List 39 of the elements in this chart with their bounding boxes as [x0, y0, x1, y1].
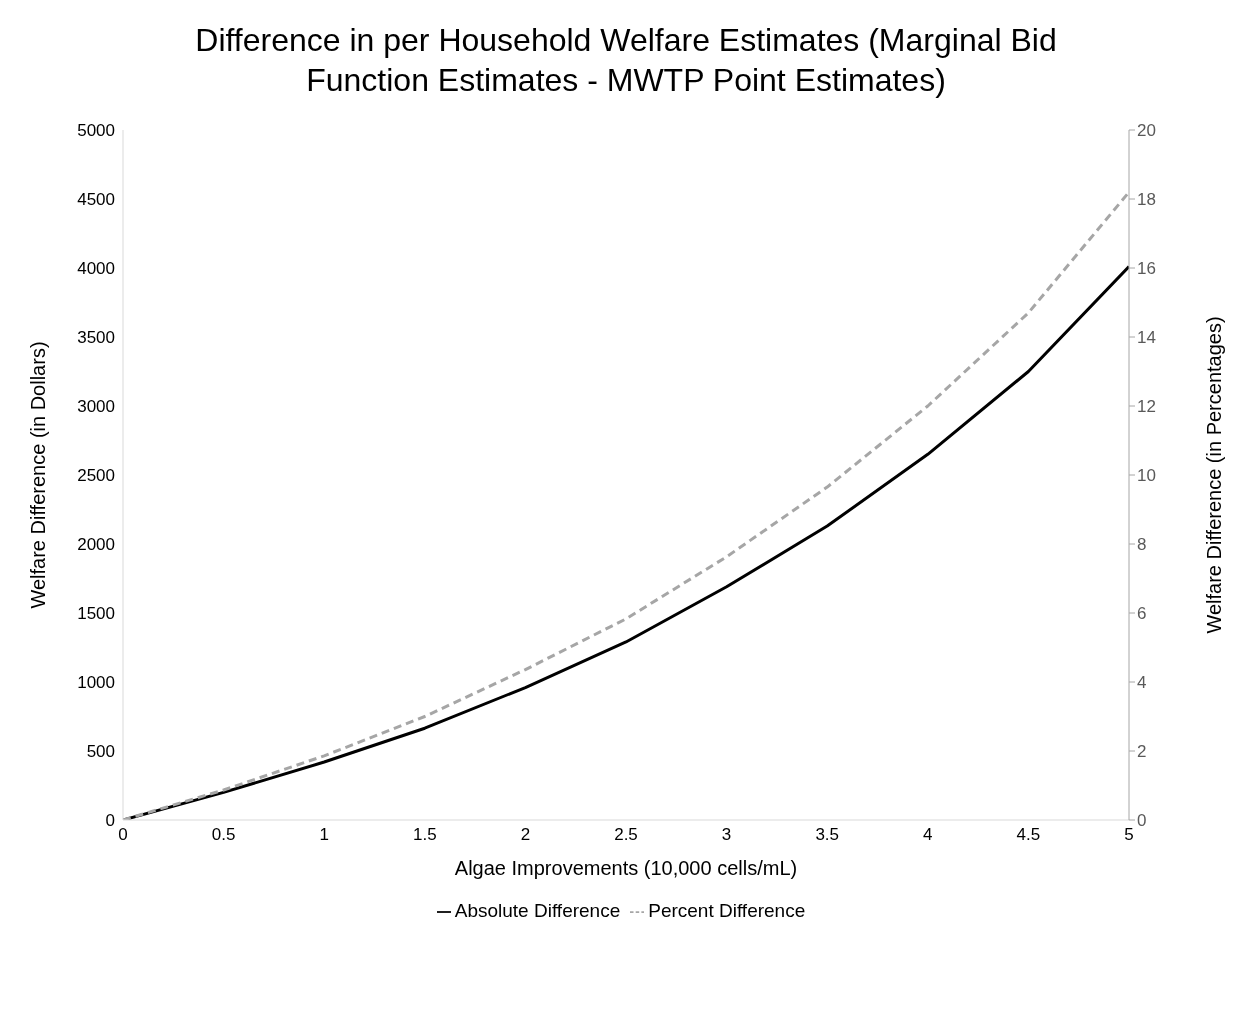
y-tick-label: 3500 [77, 328, 115, 348]
y2-tick-label: 8 [1137, 535, 1147, 555]
x-axis-title: Algae Improvements (10,000 cells/mL) [454, 857, 798, 879]
y2-tick-label: 12 [1137, 397, 1156, 417]
y2-tick-label: 16 [1137, 259, 1156, 279]
x-tick-label: 0 [118, 825, 128, 845]
y-tick-label: 2000 [77, 535, 115, 555]
x-tick-label: 3 [721, 825, 732, 845]
y-tick-label: 4000 [77, 259, 115, 279]
y-tick-label: 3000 [77, 397, 115, 417]
x-tick-label: 0.5 [211, 825, 236, 845]
x-tick-label: 1 [319, 825, 329, 845]
y2-axis-title: Welfare Difference (in Percentages) [1203, 316, 1226, 634]
y2-tick-label: 4 [1137, 673, 1147, 693]
y2-tick-label: 18 [1137, 190, 1156, 210]
y2-tick-label: 20 [1137, 121, 1156, 141]
y2-tick-label: 10 [1137, 466, 1156, 486]
legend-label: Absolute Difference [454, 900, 621, 921]
y-tick-label: 1000 [77, 673, 115, 693]
x-tick-label: 2.5 [614, 825, 638, 845]
y-tick-label: 2500 [77, 466, 115, 486]
y-tick-label: 4500 [77, 190, 115, 210]
y-tick-label: 500 [86, 742, 115, 762]
x-tick-label: 4 [923, 825, 933, 845]
legend-label: Percent Difference [648, 900, 806, 921]
y2-tick-label: 6 [1137, 604, 1147, 624]
y2-tick-label: 2 [1137, 742, 1147, 762]
x-tick-label: 4.5 [1016, 825, 1041, 845]
x-tick-label: 5 [1124, 825, 1134, 845]
y-tick-label: 1500 [77, 604, 115, 624]
y-axis-title: Welfare Difference (in Dollars) [27, 341, 50, 609]
chart-title: Difference in per Household Welfare Estimates (Marginal Bid Function Estimates - MWTP Point Estimates) [194, 21, 1058, 100]
y-tick-label: 5000 [77, 121, 115, 141]
y2-tick-label: 0 [1137, 811, 1147, 831]
x-tick-label: 3.5 [815, 825, 840, 845]
x-tick-label: 1.5 [412, 825, 437, 845]
x-tick-label: 2 [520, 825, 531, 845]
y2-tick-label: 14 [1137, 328, 1156, 348]
y-tick-label: 0 [105, 811, 115, 831]
